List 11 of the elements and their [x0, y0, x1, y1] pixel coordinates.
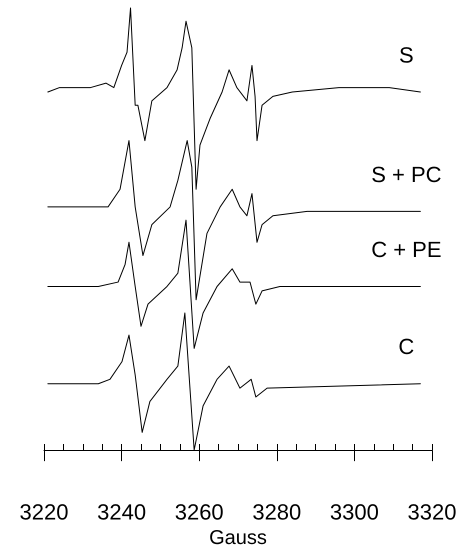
x-tick-label: 3240 — [97, 500, 146, 525]
x-tick-label: 3300 — [330, 500, 379, 525]
series-label: S — [399, 42, 414, 68]
series-label: C + PE — [371, 236, 442, 262]
x-tick-label: 3220 — [20, 500, 68, 525]
x-tick-label: 3260 — [174, 500, 224, 525]
x-axis-title: Gauss — [209, 527, 267, 549]
x-tick-label: 3280 — [252, 500, 302, 525]
series-label: C — [398, 334, 414, 360]
series-label: S + PC — [371, 162, 442, 187]
x-tick-label: 3320 — [408, 500, 456, 525]
